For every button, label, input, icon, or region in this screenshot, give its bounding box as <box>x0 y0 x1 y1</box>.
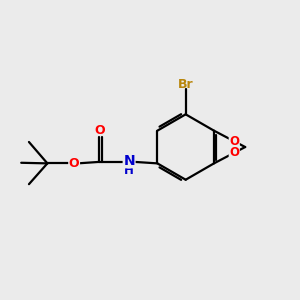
Text: O: O <box>69 157 80 170</box>
Text: O: O <box>94 124 105 136</box>
Text: H: H <box>124 164 134 177</box>
Text: O: O <box>229 135 239 148</box>
Text: O: O <box>229 146 239 159</box>
Text: Br: Br <box>178 78 194 91</box>
Text: N: N <box>123 154 135 168</box>
